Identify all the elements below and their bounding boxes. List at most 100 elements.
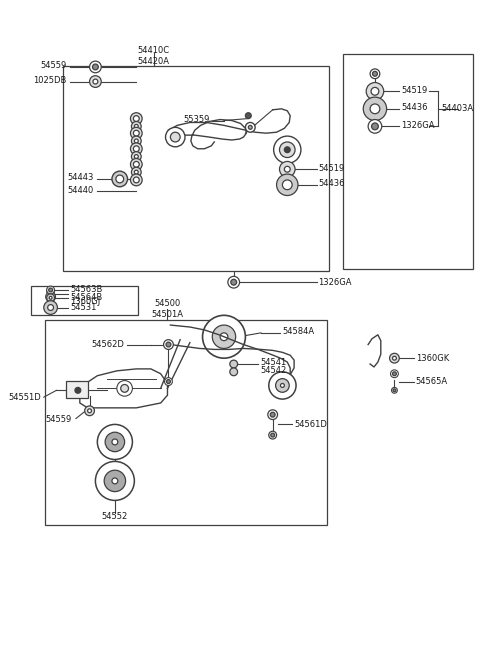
Circle shape (231, 279, 237, 285)
Circle shape (170, 132, 180, 142)
Circle shape (133, 177, 139, 183)
Text: 1326GA: 1326GA (318, 278, 352, 287)
Circle shape (90, 76, 101, 87)
Text: 54552: 54552 (102, 512, 128, 521)
Circle shape (370, 69, 380, 79)
Circle shape (49, 305, 52, 308)
Circle shape (167, 380, 170, 384)
Circle shape (279, 161, 295, 177)
Circle shape (270, 412, 275, 417)
Circle shape (48, 288, 52, 292)
Circle shape (372, 123, 378, 130)
Circle shape (48, 289, 52, 293)
Text: 54531: 54531 (70, 303, 96, 312)
Text: 54420A: 54420A (138, 56, 170, 66)
Circle shape (112, 439, 118, 445)
Text: 1326GA: 1326GA (401, 121, 435, 130)
Circle shape (132, 152, 141, 161)
Circle shape (165, 378, 172, 385)
Circle shape (269, 372, 296, 399)
Circle shape (245, 122, 255, 132)
Circle shape (116, 175, 124, 183)
Circle shape (112, 478, 118, 484)
Circle shape (203, 315, 245, 358)
Text: 54500: 54500 (155, 299, 180, 308)
Circle shape (133, 161, 139, 167)
Circle shape (279, 142, 295, 158)
Circle shape (391, 370, 398, 378)
Text: 55359: 55359 (183, 115, 209, 124)
Circle shape (276, 379, 289, 392)
Circle shape (366, 83, 384, 100)
Circle shape (274, 136, 301, 163)
Text: 1360GJ: 1360GJ (70, 297, 100, 306)
Text: 54436: 54436 (318, 179, 345, 189)
Circle shape (131, 113, 142, 124)
Bar (63, 66, 329, 271)
Circle shape (363, 97, 386, 121)
Circle shape (104, 470, 126, 492)
Circle shape (268, 410, 277, 420)
Circle shape (121, 384, 129, 392)
Circle shape (48, 305, 53, 310)
Circle shape (97, 424, 132, 459)
Text: 54542: 54542 (260, 366, 286, 375)
Circle shape (132, 121, 141, 131)
Circle shape (46, 292, 56, 302)
Circle shape (134, 139, 138, 143)
Circle shape (96, 461, 134, 500)
Circle shape (131, 174, 142, 186)
Circle shape (269, 431, 276, 439)
Circle shape (230, 368, 238, 376)
Text: 54551D: 54551D (8, 392, 41, 402)
Circle shape (164, 340, 173, 349)
Text: 54564B: 54564B (70, 293, 102, 303)
FancyBboxPatch shape (66, 381, 88, 398)
Circle shape (392, 387, 397, 393)
Circle shape (88, 409, 92, 413)
Text: 54561D: 54561D (294, 420, 327, 429)
Circle shape (220, 333, 228, 341)
Circle shape (131, 159, 142, 170)
Text: 54443: 54443 (67, 174, 94, 183)
Circle shape (47, 303, 54, 310)
Circle shape (280, 384, 284, 387)
Text: 54519: 54519 (318, 164, 345, 173)
Circle shape (133, 130, 139, 136)
Bar (45, 320, 327, 525)
Text: 1360GK: 1360GK (416, 354, 449, 363)
Circle shape (44, 301, 58, 314)
Circle shape (166, 342, 171, 347)
Circle shape (133, 146, 139, 152)
Text: 54563B: 54563B (70, 286, 102, 295)
Circle shape (90, 61, 101, 73)
Circle shape (131, 127, 142, 139)
Circle shape (370, 104, 380, 114)
Circle shape (371, 87, 379, 95)
Text: 54541: 54541 (260, 358, 286, 367)
Circle shape (117, 381, 132, 396)
Bar (31, 286, 138, 315)
Circle shape (84, 406, 95, 416)
Circle shape (132, 136, 141, 146)
Circle shape (47, 286, 55, 294)
Circle shape (393, 356, 396, 360)
Text: 54584A: 54584A (282, 328, 314, 337)
Text: 54519: 54519 (401, 86, 428, 95)
Text: 54440: 54440 (67, 186, 94, 195)
Text: 54403A: 54403A (441, 104, 473, 113)
Circle shape (372, 71, 377, 76)
Circle shape (271, 433, 275, 437)
Circle shape (47, 287, 55, 295)
Text: 54436: 54436 (401, 103, 428, 113)
Circle shape (105, 432, 125, 452)
Circle shape (134, 170, 138, 174)
Circle shape (393, 372, 396, 376)
Circle shape (112, 171, 128, 187)
Circle shape (93, 79, 98, 84)
Circle shape (282, 180, 292, 190)
Circle shape (166, 127, 185, 147)
Circle shape (228, 276, 240, 288)
Circle shape (133, 116, 139, 121)
Text: 1025DB: 1025DB (33, 76, 66, 85)
